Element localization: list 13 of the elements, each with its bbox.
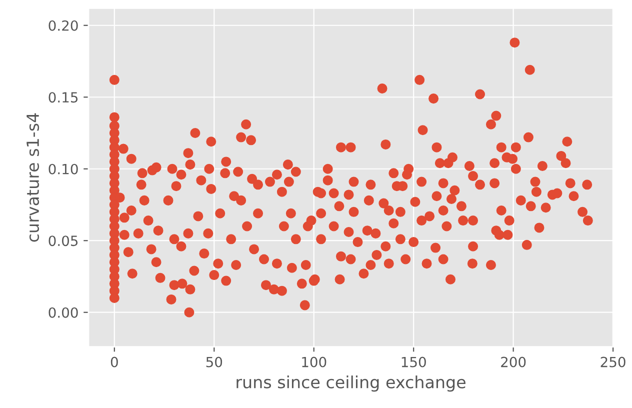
x-tick-label: 100 [302, 356, 326, 368]
y-axis-title: curvature s1-s4 [26, 113, 40, 242]
x-tick-label: 150 [402, 356, 426, 368]
x-tick-label: 50 [206, 356, 222, 368]
y-tick-label: 0.05 [48, 236, 78, 246]
y-tick-label: 0.00 [48, 307, 78, 318]
x-tick-label: 0 [110, 356, 118, 368]
x-axis-title: runs since ceiling exchange [236, 376, 466, 392]
x-tick-label: 250 [600, 356, 626, 368]
y-tick-label: 0.20 [48, 20, 78, 31]
y-tick-label: 0.15 [48, 92, 78, 103]
x-tick-label: 200 [501, 356, 526, 368]
y-tick-label: 0.10 [48, 164, 78, 174]
